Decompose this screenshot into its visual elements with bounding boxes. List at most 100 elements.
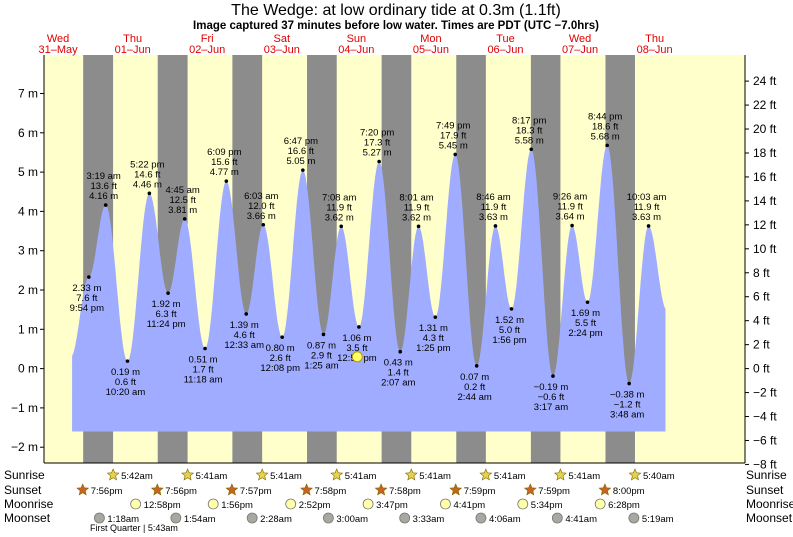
- tide-event-time: 2:07 am: [381, 378, 415, 389]
- star-icon: [374, 483, 388, 496]
- left-tick-label: −1 m: [11, 401, 38, 415]
- chart-header: The Wedge: at low ordinary tide at 0.3m …: [193, 2, 599, 32]
- tide-event-point: [453, 152, 458, 157]
- tide-event-time: 2:44 am: [458, 392, 492, 403]
- astro-event-time: 5:41am: [345, 471, 377, 482]
- star-icon: [181, 468, 195, 481]
- capture-marker: [351, 351, 363, 363]
- astro-event-time: 5:41am: [196, 471, 228, 482]
- tide-event-time: 11:18 am: [184, 375, 223, 386]
- tide-event-height-m: 3.62 m: [325, 212, 354, 223]
- star-icon: [523, 483, 537, 496]
- star-icon: [479, 468, 493, 481]
- tide-event-time: 7:08 am: [322, 192, 356, 203]
- right-tick-label: 2 ft: [753, 338, 770, 352]
- astro-event-time: 1:56pm: [221, 500, 253, 511]
- tide-event-point: [529, 147, 534, 152]
- astro-event-time: 6:28pm: [608, 500, 640, 511]
- star-icon: [553, 468, 567, 481]
- tide-event-time: 1:56 pm: [492, 335, 526, 346]
- tide-event-height-m: 1.69 m: [571, 308, 600, 319]
- day-labels: Wed31–MayThu01–JunFri02–JunSat03–JunSun0…: [39, 33, 673, 56]
- moon-icon: [285, 498, 297, 510]
- tide-event-height-ft: 17.3 ft: [364, 137, 391, 148]
- tide-event-time: 12:33 am: [224, 340, 264, 351]
- right-tick-label: 4 ft: [753, 314, 770, 328]
- astro-event-time: 5:41am: [568, 471, 600, 482]
- astro-event-time: 5:34pm: [531, 500, 563, 511]
- tide-event-time: 6:03 am: [244, 191, 278, 202]
- tide-event-point: [605, 143, 609, 148]
- tide-event-point: [203, 346, 207, 351]
- tide-event-height-ft: 13.6 ft: [90, 181, 117, 192]
- right-tick-label: 22 ft: [753, 98, 777, 112]
- tide-event-point: [493, 224, 498, 228]
- tide-event-height-ft: 2.9 ft: [311, 350, 332, 361]
- astro-event-time: 1:18am: [107, 514, 139, 525]
- day-name-label: Fri: [201, 33, 214, 45]
- right-tick-label: 6 ft: [753, 290, 770, 304]
- tide-event-point: [474, 364, 479, 368]
- astro-event-time: 12:58pm: [144, 500, 181, 511]
- day-date-label: 05–Jun: [413, 44, 449, 56]
- astro-event-time: 7:59pm: [464, 486, 496, 497]
- moon-icon: [440, 498, 451, 510]
- tide-event-point: [321, 332, 326, 337]
- tide-event-height-m: −0.38 m: [610, 390, 645, 401]
- tide-event-height-m: 2.33 m: [72, 283, 101, 294]
- moon-phase-note: First Quarter | 5:43am: [90, 523, 178, 533]
- tide-event-point: [570, 223, 574, 228]
- moon-icon: [399, 512, 411, 524]
- tide-event-point: [244, 312, 249, 316]
- tide-event-time: 6:47 pm: [284, 136, 318, 147]
- day-date-label: 04–Jun: [338, 44, 374, 56]
- moon-icon: [475, 512, 487, 524]
- astro-event-time: 2:28am: [260, 514, 292, 525]
- day-name-label: Sat: [274, 33, 291, 45]
- chart-title: The Wedge: at low ordinary tide at 0.3m …: [231, 2, 561, 19]
- tide-event-point: [433, 315, 438, 319]
- tide-event-height-m: 1.92 m: [152, 299, 181, 310]
- tide-event-height-ft: −0.6 ft: [538, 392, 565, 403]
- tide-event-height-m: 4.16 m: [89, 191, 118, 202]
- tide-event-height-ft: 2.6 ft: [270, 353, 291, 364]
- tide-event-height-ft: 14.6 ft: [134, 169, 161, 180]
- astro-row-label-right: Sunrise: [746, 468, 787, 482]
- tide-event-time: 3:17 am: [534, 402, 568, 413]
- day-name-label: Sun: [347, 33, 367, 45]
- moon-icon: [130, 498, 142, 510]
- tide-event-height-m: 0.07 m: [460, 372, 489, 383]
- tide-event-height-ft: 15.6 ft: [211, 157, 238, 168]
- tide-event-height-m: 0.80 m: [266, 343, 295, 354]
- tide-event-point: [339, 224, 344, 229]
- tide-event-height-ft: 0.2 ft: [464, 382, 485, 393]
- tide-event-height-m: 0.43 m: [384, 358, 413, 369]
- tide-event-point: [585, 300, 590, 304]
- tide-event-time: 11:24 pm: [147, 319, 186, 330]
- astro-event-time: 5:41am: [494, 471, 526, 482]
- left-tick-label: 4 m: [18, 204, 38, 218]
- moon-icon: [207, 498, 219, 510]
- right-tick-label: 20 ft: [753, 122, 777, 136]
- tide-event-height-ft: 11.9 ft: [404, 202, 430, 213]
- astro-event-time: 5:41am: [270, 471, 302, 482]
- tide-event-time: 3:19 am: [87, 171, 121, 182]
- astro-row-label-left: Moonrise: [4, 497, 54, 511]
- day-name-label: Wed: [47, 33, 69, 45]
- tide-event-height-ft: 18.3 ft: [516, 125, 543, 136]
- tide-event-point: [398, 349, 403, 354]
- tide-event-height-ft: −1.2 ft: [614, 400, 641, 411]
- tide-event-time: 7:20 pm: [360, 127, 394, 138]
- astro-event-time: 5:40am: [643, 471, 675, 482]
- water-area: [72, 145, 666, 432]
- tide-event-time: 6:09 pm: [207, 147, 241, 158]
- tide-event-point: [147, 191, 152, 196]
- right-tick-label: −2 ft: [753, 386, 777, 400]
- tide-event-height-m: 4.46 m: [133, 179, 162, 190]
- astro-event-time: 4:06am: [489, 514, 521, 525]
- star-icon: [628, 468, 642, 481]
- tide-event-point: [261, 222, 266, 227]
- astro-event-time: 7:58pm: [389, 486, 421, 497]
- tide-event-height-ft: 5.5 ft: [575, 318, 596, 329]
